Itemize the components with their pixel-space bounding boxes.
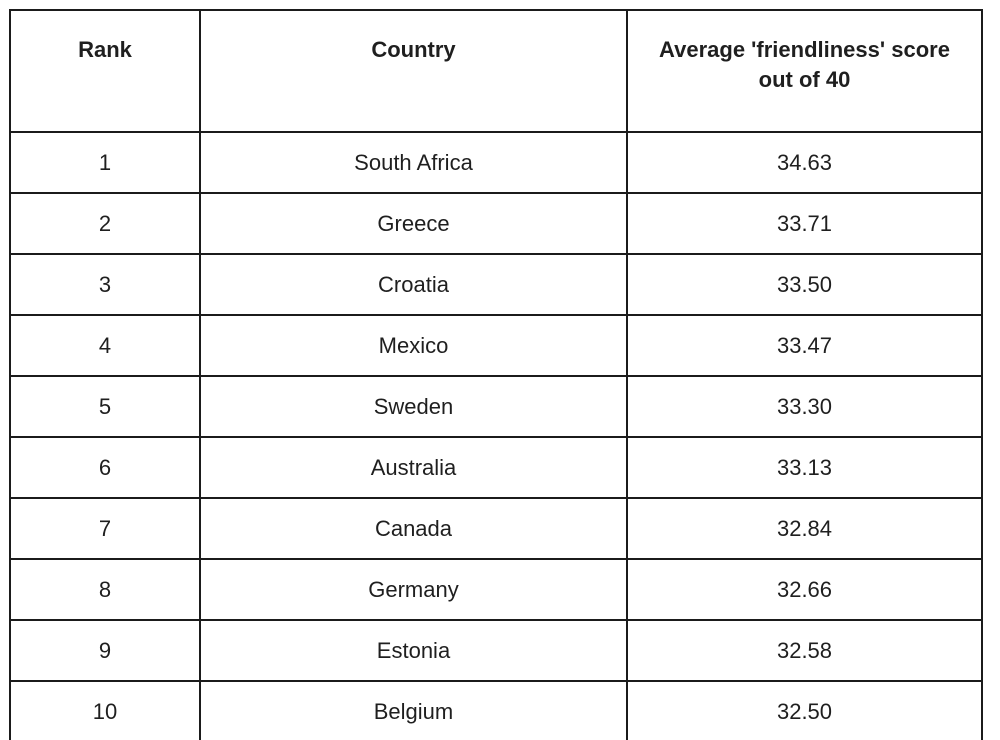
header-score: Average 'friendliness' score out of 40 [626,9,983,133]
score-cell: 32.84 [626,497,983,560]
rank-cell: 9 [9,619,201,682]
rank-cell: 1 [9,131,201,194]
score-cell: 32.58 [626,619,983,682]
header-row: Rank Country Average 'friendliness' scor… [9,9,983,133]
rank-cell: 8 [9,558,201,621]
header-rank: Rank [9,9,201,133]
table-row: 5 Sweden 33.30 [9,375,983,438]
table-row: 10 Belgium 32.50 [9,680,983,740]
table-row: 3 Croatia 33.50 [9,253,983,316]
rank-cell: 7 [9,497,201,560]
table-body: 1 South Africa 34.63 2 Greece 33.71 3 Croatia 33… [9,131,983,740]
rank-cell: 2 [9,192,201,255]
score-cell: 34.63 [626,131,983,194]
score-cell: 33.47 [626,314,983,377]
rank-cell: 3 [9,253,201,316]
rank-cell: 10 [9,680,201,740]
table-row: 6 Australia 33.13 [9,436,983,499]
table-row: 7 Canada 32.84 [9,497,983,560]
country-cell: Mexico [199,314,628,377]
country-cell: Estonia [199,619,628,682]
score-cell: 33.30 [626,375,983,438]
country-cell: South Africa [199,131,628,194]
table-row: 8 Germany 32.66 [9,558,983,621]
country-cell: Greece [199,192,628,255]
country-cell: Germany [199,558,628,621]
score-cell: 33.13 [626,436,983,499]
friendliness-ranking-table: Rank Country Average 'friendliness' scor… [9,9,983,740]
table-row: 2 Greece 33.71 [9,192,983,255]
score-cell: 32.66 [626,558,983,621]
rank-cell: 5 [9,375,201,438]
country-cell: Belgium [199,680,628,740]
country-cell: Australia [199,436,628,499]
rank-cell: 6 [9,436,201,499]
header-country: Country [199,9,628,133]
rank-cell: 4 [9,314,201,377]
table-row: 4 Mexico 33.47 [9,314,983,377]
country-cell: Canada [199,497,628,560]
score-cell: 33.71 [626,192,983,255]
country-cell: Sweden [199,375,628,438]
country-cell: Croatia [199,253,628,316]
score-cell: 32.50 [626,680,983,740]
table-row: 1 South Africa 34.63 [9,131,983,194]
table-row: 9 Estonia 32.58 [9,619,983,682]
score-cell: 33.50 [626,253,983,316]
